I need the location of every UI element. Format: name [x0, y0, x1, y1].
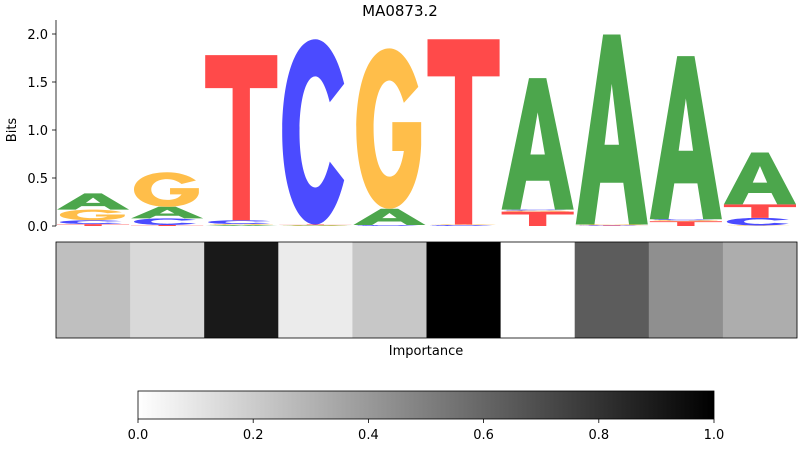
logo-letter-G	[60, 210, 125, 221]
colorbar-tick-label: 0.4	[358, 428, 379, 443]
y-tick-label: 2.0	[27, 28, 48, 43]
chart-title: MA0873.2	[362, 2, 438, 20]
heatmap-cell	[723, 242, 798, 338]
x-axis-label: Importance	[389, 344, 464, 359]
logo-letter-T	[205, 55, 277, 220]
heatmap-cell	[649, 242, 724, 338]
heatmap-cell	[352, 242, 427, 338]
y-tick-label: 1.0	[27, 124, 48, 139]
y-axis: 0.0 0.5 1.0 1.5 2.0	[27, 20, 56, 235]
logo-letter-A	[353, 209, 425, 225]
logo-letter-T	[724, 204, 796, 217]
logo-letter-A	[131, 207, 203, 219]
logo-letter-A	[57, 193, 129, 209]
logo-letter-G	[504, 211, 569, 212]
colorbar	[138, 391, 714, 419]
y-axis-label: Bits	[5, 118, 20, 143]
logo-letter-T	[428, 39, 500, 224]
colorbar-tick-label: 0.2	[243, 428, 264, 443]
logo-letter-G	[356, 48, 421, 208]
logo-letter-C	[504, 210, 566, 211]
importance-heatmap	[56, 242, 798, 338]
logo-letter-G	[134, 172, 199, 207]
colorbar-axis: 0.0 0.2 0.4 0.6 0.8 1.0	[128, 419, 725, 443]
logo-letter-C	[134, 218, 196, 225]
heatmap-cell	[204, 242, 279, 338]
logo-letter-T	[650, 221, 722, 226]
y-tick-label: 0.0	[27, 220, 48, 235]
logo-letter-C	[282, 39, 344, 224]
heatmap-cell	[575, 242, 650, 338]
y-tick-label: 1.5	[27, 76, 48, 91]
logo-letter-C	[430, 225, 492, 226]
logo-letter-A	[205, 225, 277, 226]
heatmap-cell	[427, 242, 502, 338]
heatmap-cell	[56, 242, 131, 338]
logo-letter-G	[653, 220, 718, 221]
logo-letter-C	[727, 218, 789, 226]
logo-letter-T	[131, 225, 203, 226]
logo-letter-C	[60, 220, 122, 224]
logo-letter-A	[650, 56, 722, 219]
y-tick-label: 0.5	[27, 172, 48, 187]
colorbar-tick-label: 0.8	[588, 428, 609, 443]
colorbar-tick-label: 1.0	[704, 428, 725, 443]
logo-letter-A	[724, 153, 796, 205]
logo-letter-C	[653, 219, 715, 220]
logo-letter-C	[356, 225, 418, 226]
logo-letter-A	[576, 34, 648, 224]
colorbar-tick-label: 0.0	[128, 428, 149, 443]
logo-letter-T	[57, 224, 129, 226]
logo-letter-T	[502, 212, 574, 226]
heatmap-cell	[130, 242, 205, 338]
logo-letter-G	[208, 224, 273, 225]
heatmap-cell	[501, 242, 576, 338]
logo-letter-A	[502, 78, 574, 210]
logo-letter-C	[208, 220, 270, 224]
colorbar-tick-label: 0.6	[473, 428, 494, 443]
heatmap-cell	[278, 242, 353, 338]
logo-plot-area	[57, 34, 796, 226]
